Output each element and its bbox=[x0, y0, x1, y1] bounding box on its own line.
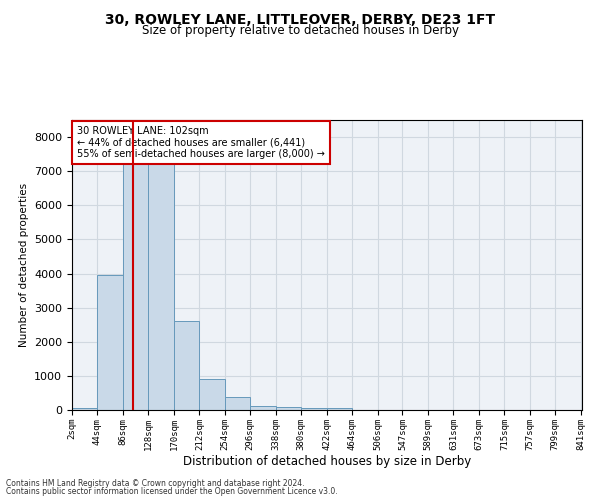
Bar bbox=[301, 408, 326, 410]
Text: Size of property relative to detached houses in Derby: Size of property relative to detached ho… bbox=[142, 24, 458, 37]
Bar bbox=[225, 397, 250, 410]
Bar bbox=[97, 275, 123, 410]
Text: 30, ROWLEY LANE, LITTLEOVER, DERBY, DE23 1FT: 30, ROWLEY LANE, LITTLEOVER, DERBY, DE23… bbox=[105, 12, 495, 26]
Bar bbox=[148, 159, 174, 410]
X-axis label: Distribution of detached houses by size in Derby: Distribution of detached houses by size … bbox=[183, 456, 471, 468]
Text: Contains public sector information licensed under the Open Government Licence v3: Contains public sector information licen… bbox=[6, 487, 338, 496]
Bar bbox=[326, 408, 352, 410]
Bar bbox=[199, 380, 225, 410]
Text: 30 ROWLEY LANE: 102sqm
← 44% of detached houses are smaller (6,441)
55% of semi-: 30 ROWLEY LANE: 102sqm ← 44% of detached… bbox=[77, 126, 325, 159]
Bar bbox=[72, 408, 97, 410]
Text: Contains HM Land Registry data © Crown copyright and database right 2024.: Contains HM Land Registry data © Crown c… bbox=[6, 478, 305, 488]
Y-axis label: Number of detached properties: Number of detached properties bbox=[19, 183, 29, 347]
Bar bbox=[174, 322, 199, 410]
Bar bbox=[250, 406, 276, 410]
Bar bbox=[123, 159, 148, 410]
Bar bbox=[276, 406, 301, 410]
